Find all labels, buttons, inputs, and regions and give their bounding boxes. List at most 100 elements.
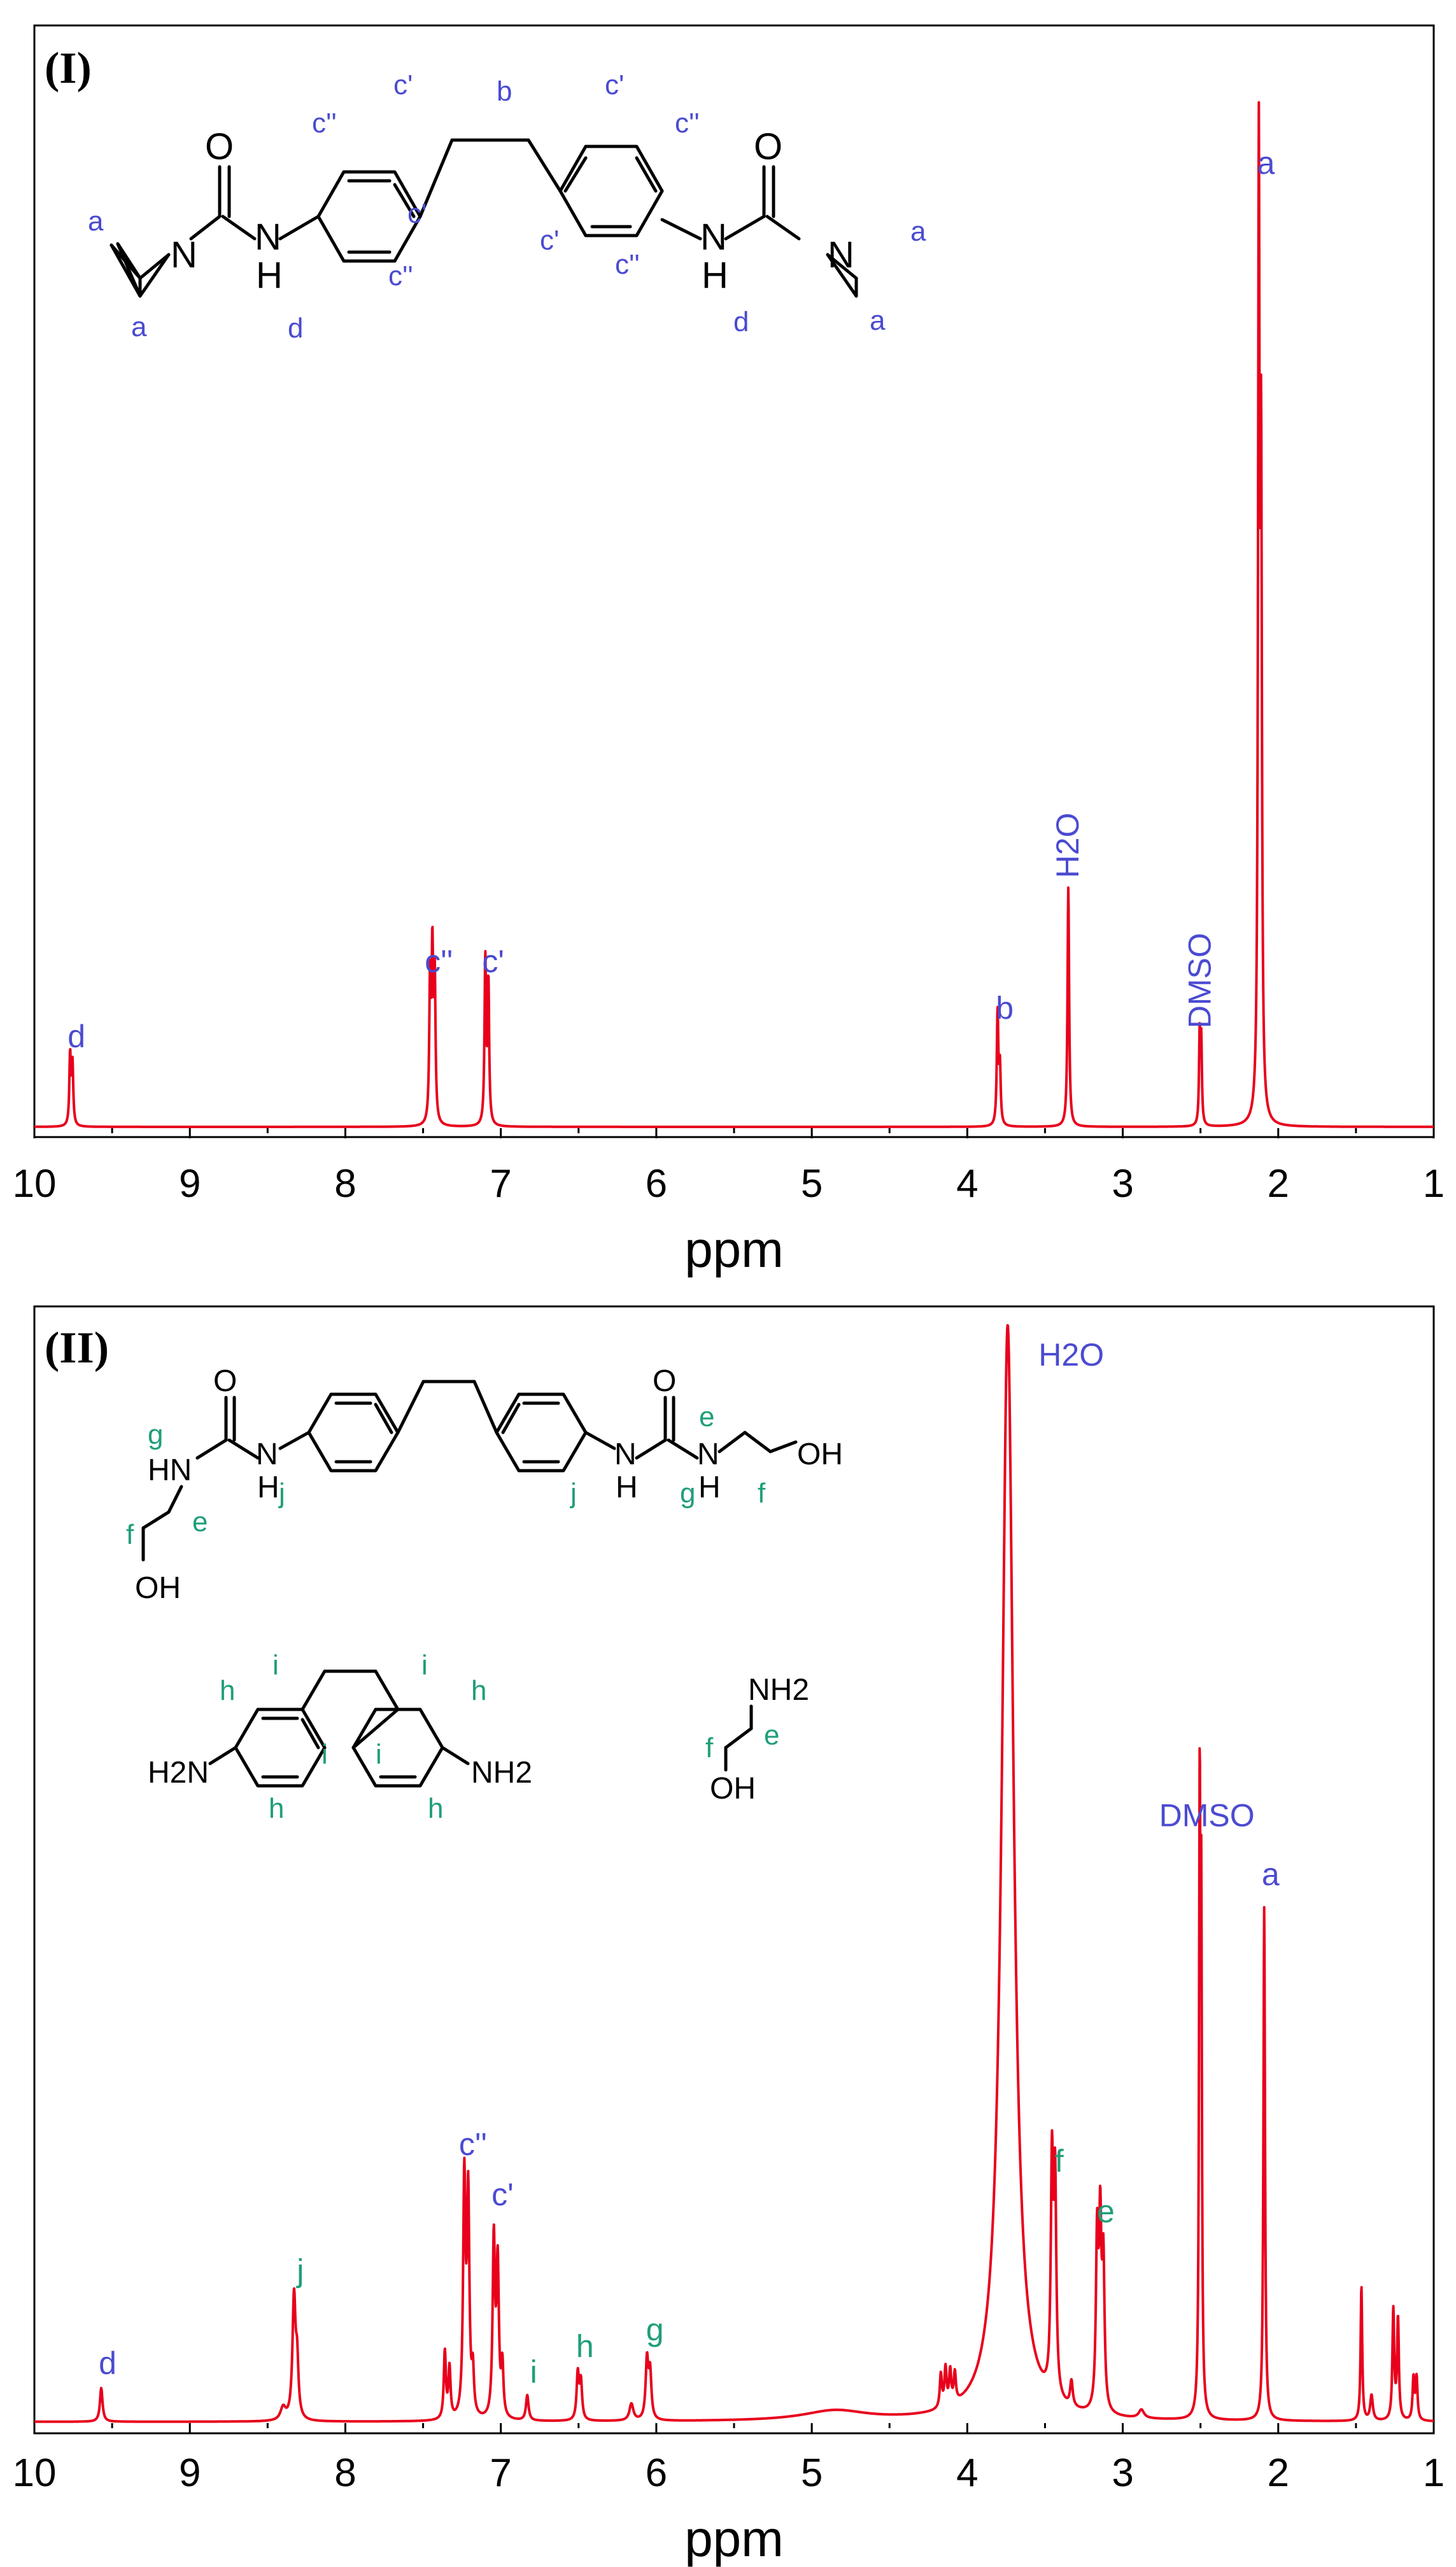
struct-II-label-h2: h: [269, 1793, 284, 1824]
struct-I-label-a2: a: [131, 311, 147, 343]
struct-I-NH1: N: [255, 216, 281, 258]
struct-II-label-h3: h: [471, 1675, 486, 1706]
peak-label: DMSO: [1159, 1797, 1255, 1833]
struct-II-label-e1: e: [192, 1506, 208, 1538]
struct-II-label-j2: j: [569, 1478, 577, 1509]
struct-II-label-e3: e: [764, 1720, 779, 1751]
x-tick-label: 5: [801, 2451, 823, 2495]
panel-II-x-axis-label: ppm: [684, 2510, 784, 2567]
peak-label: d: [67, 1019, 85, 1054]
struct-II-label-f1: f: [126, 1519, 134, 1550]
struct-I-label-c2b: c'': [388, 260, 413, 292]
structure-II-mda: H2N NH2 h i i h i h i h: [148, 1650, 532, 1824]
x-tick-label: 7: [490, 1162, 511, 1206]
peak-label: c': [482, 944, 504, 979]
struct-II-label-g1: g: [148, 1419, 163, 1450]
struct-II-label-f2: f: [758, 1478, 766, 1509]
peak-label: g: [646, 2312, 664, 2347]
x-tick-label: 5: [801, 1162, 823, 1206]
x-tick-label: 1: [1423, 2451, 1445, 2495]
struct-I-label-c2a: c'': [312, 108, 337, 139]
struct-I-O1: O: [205, 126, 234, 167]
structure-I: O N N H O N H N a a a a b c' c' c' c' c'…: [88, 69, 926, 344]
struct-II-N3: N: [697, 1438, 719, 1471]
x-tick-label: 3: [1112, 1162, 1133, 1206]
peak-label: DMSO: [1182, 933, 1218, 1028]
struct-I-label-b: b: [497, 76, 512, 107]
struct-II-NH2b-text: NH2: [748, 1673, 809, 1707]
struct-I-O2: O: [754, 126, 782, 167]
x-tick-label: 8: [334, 2451, 356, 2495]
struct-I-label-c1b: c': [407, 198, 427, 229]
struct-I-label-a1: a: [88, 206, 104, 237]
x-tick-label: 2: [1268, 2451, 1289, 2495]
x-tick-label: 8: [334, 1162, 356, 1206]
x-tick-label: 4: [956, 1162, 978, 1206]
peak-label: c'': [459, 2126, 487, 2162]
struct-II-label-g2: g: [680, 1478, 695, 1509]
x-tick-label: 1: [1423, 1162, 1445, 1206]
struct-II-label-h1: h: [220, 1675, 235, 1706]
struct-II-OH2: OH: [797, 1438, 843, 1471]
panel-I-frame: [33, 24, 1435, 1138]
x-tick-label: 10: [13, 1162, 57, 1206]
peak-label: a: [1257, 145, 1275, 181]
peak-label: e: [1097, 2194, 1115, 2230]
x-tick-label: 10: [13, 2451, 57, 2495]
panel-II-spectrum-line: [34, 1324, 1434, 2423]
struct-II-O2: O: [653, 1364, 676, 1398]
struct-II-label-i3: i: [421, 1650, 428, 1681]
peak-label: j: [295, 2252, 304, 2288]
x-tick-label: 6: [646, 1162, 667, 1206]
panel-I-label: (I): [45, 44, 92, 93]
peak-label: b: [996, 991, 1014, 1026]
struct-I-label-a4: a: [870, 305, 886, 336]
structure-II-urea: O HN N H OH O N H N H OH g e f j j g e f: [126, 1364, 843, 1605]
struct-II-label-f3: f: [705, 1732, 714, 1764]
struct-II-OH1: OH: [135, 1571, 181, 1605]
struct-II-label-i2: i: [322, 1739, 328, 1770]
struct-I-N1: N: [171, 234, 197, 276]
struct-I-label-c2d: c'': [675, 108, 700, 139]
x-tick-label: 2: [1268, 1162, 1289, 1206]
struct-I-label-c1d: c': [605, 69, 624, 101]
structure-II-ethanolamine: NH2 OH f e: [705, 1673, 809, 1806]
x-tick-label: 3: [1112, 2451, 1133, 2495]
panel-II-x-ticks: 10 9 8 7 6 5 4 3 2 1: [13, 2423, 1445, 2495]
struct-II-label-i1: i: [272, 1650, 279, 1681]
struct-II-OH3: OH: [710, 1772, 756, 1806]
peak-label: f: [1055, 2143, 1064, 2179]
peak-label: c'': [425, 944, 453, 979]
struct-II-HN: HN: [148, 1453, 192, 1487]
peak-label: d: [99, 2345, 117, 2381]
struct-II-H2N: H2N: [148, 1756, 209, 1790]
peak-label: i: [530, 2354, 537, 2389]
struct-I-label-d1: d: [288, 313, 303, 344]
peak-label: H2O: [1038, 1337, 1104, 1373]
struct-II-label-h4: h: [428, 1793, 443, 1824]
struct-I-H1: H: [256, 255, 283, 296]
panel-II-label: (II): [45, 1324, 109, 1373]
x-tick-label: 9: [179, 1162, 201, 1206]
struct-II-label-j1: j: [278, 1478, 285, 1509]
panel-I-spectrum-line: [33, 101, 1435, 1128]
x-tick-label: 4: [956, 2451, 978, 2495]
struct-II-NH2b: NH2: [748, 1673, 809, 1707]
struct-II-NH2: NH2: [471, 1756, 532, 1790]
x-tick-label: 6: [646, 2451, 667, 2495]
struct-I-label-a3: a: [910, 216, 926, 247]
struct-I-label-d2: d: [733, 306, 749, 337]
struct-I-H2: H: [702, 255, 728, 296]
struct-II-label-i4: i: [376, 1739, 382, 1770]
struct-I-label-c1c: c': [540, 225, 559, 256]
struct-II-H1: H: [257, 1471, 279, 1504]
panel-I-peak-labels: d c'' c' b H2O DMSO a: [67, 145, 1275, 1054]
panel-II-frame: [33, 1305, 1435, 2435]
struct-II-N2: N: [614, 1438, 637, 1471]
panel-I: (I) 10 9 8 7 6 5 4 3 2 1 ppm d c'' c' b H2O DMSO a: [13, 24, 1445, 1278]
struct-II-N1: N: [256, 1438, 278, 1471]
struct-I-NH2: N: [700, 216, 727, 258]
x-tick-label: 9: [179, 2451, 201, 2495]
